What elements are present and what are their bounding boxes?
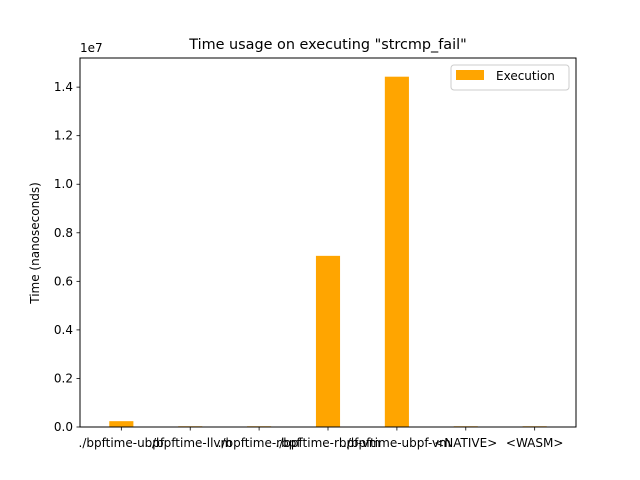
bar-4: [384, 76, 409, 427]
y-tick-label: 0.4: [54, 323, 73, 337]
x-tick-label: ./bpftime-llvm: [148, 436, 232, 450]
chart-title: Time usage on executing "strcmp_fail": [188, 37, 466, 53]
bar-0: [109, 421, 134, 427]
x-tick-label: ./bpftime-rbpf: [218, 436, 302, 450]
y-tick-label: 1.4: [54, 80, 73, 94]
y-tick-label: 0.0: [54, 420, 73, 434]
plot-frame: [79, 57, 577, 428]
legend: Execution: [450, 64, 570, 91]
bar-3: [315, 255, 341, 427]
x-tick-label: <WASM>: [506, 436, 564, 450]
bars-group: [109, 76, 547, 428]
legend-label-execution: Execution: [496, 69, 555, 83]
y-axis: 0.0 0.2 0.4 0.6 0.8 1.0 1.2 1.4: [54, 80, 80, 434]
x-tick-label: <NATIVE>: [434, 436, 497, 450]
y-tick-label: 0.8: [54, 226, 73, 240]
legend-swatch: [456, 70, 484, 80]
y-tick-label: 1.0: [54, 177, 73, 191]
x-tick-label: ./bpftime-ubpf-vm: [343, 436, 451, 450]
y-offset-text: 1e7: [80, 41, 103, 55]
x-axis: ./bpftime-ubpf./bpftime-llvm./bpftime-rb…: [79, 427, 564, 450]
y-axis-label: Time (nanoseconds): [28, 182, 42, 305]
y-tick-label: 0.6: [54, 274, 73, 288]
x-tick-label: ./bpftime-ubpf: [79, 436, 165, 450]
y-tick-label: 0.2: [54, 371, 73, 385]
y-tick-label: 1.2: [54, 129, 73, 143]
x-tick-label: ./bpftime-rbpf-vm: [275, 436, 380, 450]
